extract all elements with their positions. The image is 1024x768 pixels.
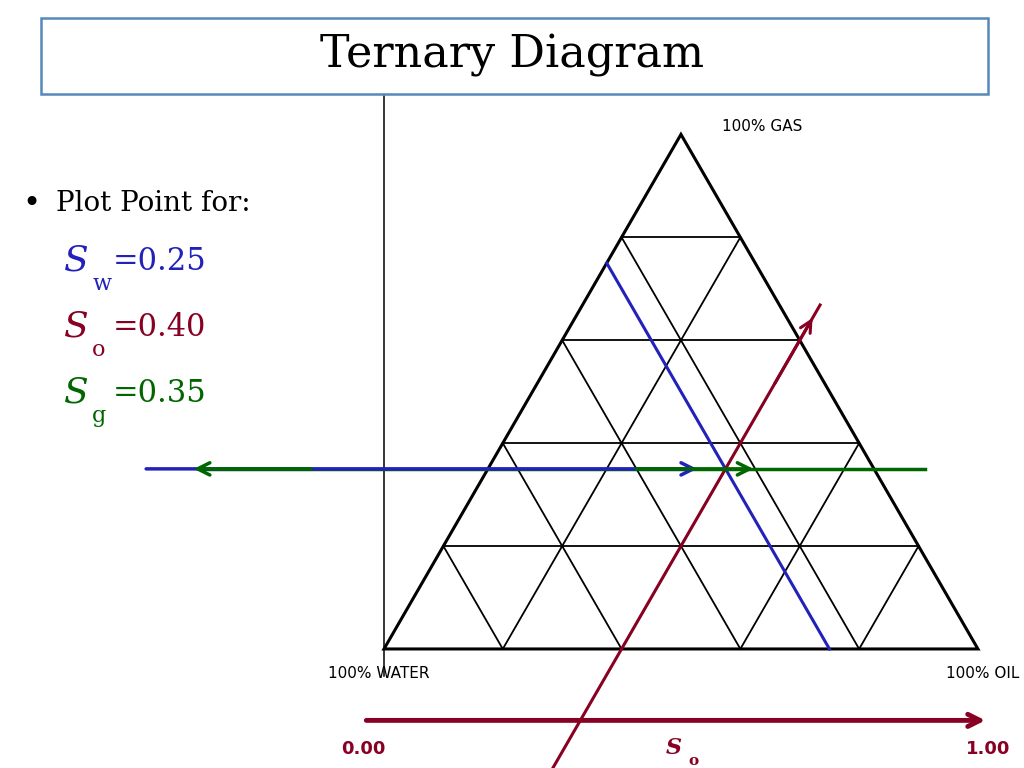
Text: =0.25: =0.25	[113, 247, 207, 277]
Text: S: S	[63, 243, 88, 277]
Text: Ternary Diagram: Ternary Diagram	[319, 34, 705, 77]
Text: w: w	[92, 273, 112, 295]
Text: =0.35: =0.35	[113, 379, 207, 409]
Text: g: g	[92, 405, 106, 427]
Text: 100% WATER: 100% WATER	[328, 666, 430, 681]
Text: 1.00: 1.00	[966, 740, 1011, 757]
Text: 0.00: 0.00	[341, 740, 386, 757]
Text: o: o	[92, 339, 105, 361]
Text: 100% OIL: 100% OIL	[946, 666, 1020, 681]
Text: 100% GAS: 100% GAS	[722, 119, 802, 134]
Text: S: S	[63, 376, 88, 409]
Text: •: •	[23, 189, 41, 218]
Text: =0.40: =0.40	[113, 313, 206, 343]
Text: S: S	[666, 737, 682, 760]
Text: Plot Point for:: Plot Point for:	[56, 190, 251, 217]
Text: o: o	[688, 754, 698, 768]
Text: S: S	[63, 310, 88, 343]
FancyBboxPatch shape	[41, 18, 988, 94]
